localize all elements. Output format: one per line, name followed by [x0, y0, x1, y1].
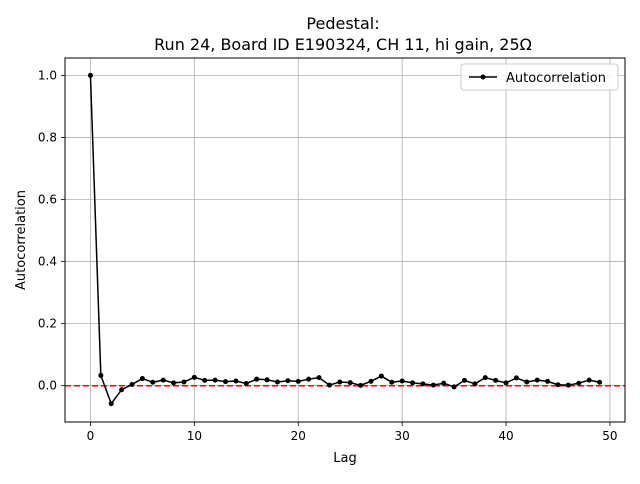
data-point: [451, 384, 457, 390]
legend: Autocorrelation: [460, 63, 619, 91]
data-point: [358, 382, 364, 388]
legend-label: Autocorrelation: [506, 71, 606, 86]
data-point: [202, 377, 208, 383]
data-point: [534, 377, 540, 383]
data-point: [368, 378, 374, 384]
plot-frame: [64, 57, 626, 423]
y-tick-label: 0.6: [38, 193, 57, 207]
data-point: [545, 378, 551, 384]
data-point: [597, 379, 603, 385]
data-point: [441, 380, 447, 386]
data-point: [513, 375, 519, 381]
data-point: [306, 376, 312, 382]
data-point: [108, 401, 114, 407]
x-tick-label: 50: [602, 429, 617, 443]
chart-title-line1: Pedestal:: [306, 14, 379, 33]
data-point: [347, 380, 353, 386]
grid-lines: [65, 58, 625, 422]
data-point: [503, 380, 509, 386]
data-point: [420, 381, 426, 387]
data-point: [430, 382, 436, 388]
y-axis-label: Autocorrelation: [14, 190, 29, 290]
legend-marker-sample: [480, 74, 486, 80]
x-tick-label: 40: [498, 429, 513, 443]
data-point: [129, 381, 135, 387]
data-point: [98, 372, 104, 378]
data-point: [410, 380, 416, 386]
data-point: [482, 375, 488, 381]
data-point: [389, 379, 395, 385]
data-point: [274, 379, 280, 385]
data-point: [378, 373, 384, 379]
data-point: [264, 377, 270, 383]
data-point: [243, 381, 249, 387]
data-point: [119, 387, 125, 393]
data-point: [87, 72, 93, 78]
y-tick-label: 0.4: [38, 255, 57, 269]
data-point: [524, 379, 530, 385]
data-point: [223, 379, 229, 385]
data-point: [493, 377, 499, 383]
data-point: [150, 379, 156, 385]
data-point: [399, 378, 405, 384]
data-point: [316, 375, 322, 381]
y-axis-ticks: 0.0 0.2 0.4 0.6 0.8 1.0: [38, 68, 65, 393]
data-point: [472, 381, 478, 387]
data-point: [181, 379, 187, 385]
x-tick-label: 0: [87, 429, 95, 443]
x-tick-label: 10: [187, 429, 202, 443]
legend-box: [460, 63, 619, 91]
chart-title-line2: Run 24, Board ID E190324, CH 11, hi gain…: [154, 35, 532, 54]
data-point: [233, 378, 239, 384]
data-point: [285, 378, 291, 384]
x-axis-label: Lag: [333, 451, 356, 466]
data-point: [254, 376, 260, 382]
data-point: [565, 382, 571, 388]
data-point: [461, 377, 467, 383]
data-point: [139, 376, 145, 382]
x-axis-ticks: 0 10 20 30 40 50: [87, 422, 618, 443]
y-tick-label: 0.8: [38, 130, 57, 144]
data-point: [171, 380, 177, 386]
y-tick-label: 0.0: [38, 379, 57, 393]
data-point: [326, 382, 332, 388]
data-point: [555, 382, 561, 388]
data-point: [295, 378, 301, 384]
data-point: [212, 377, 218, 383]
data-point: [337, 379, 343, 385]
data-point: [576, 380, 582, 386]
data-point: [160, 377, 166, 383]
x-tick-label: 30: [395, 429, 410, 443]
y-tick-label: 0.2: [38, 317, 57, 331]
data-point: [191, 374, 197, 380]
data-point: [586, 377, 592, 383]
series-group: [87, 72, 603, 407]
x-tick-label: 20: [291, 429, 306, 443]
y-tick-label: 1.0: [38, 68, 57, 82]
